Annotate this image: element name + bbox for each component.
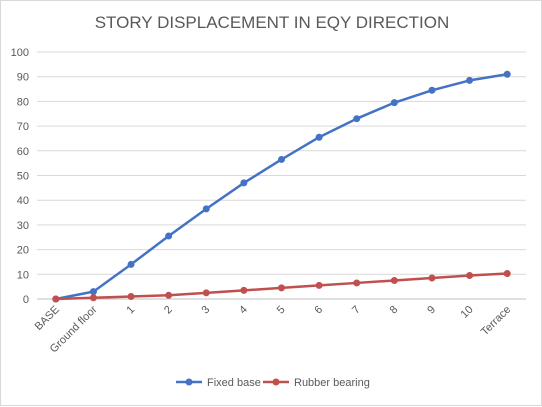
data-point [466,76,474,84]
data-point [52,295,60,303]
data-point [315,133,323,141]
gridlines [37,51,526,300]
legend-swatch-marker [272,378,280,386]
data-point [390,276,398,284]
data-point [240,286,248,294]
y-tick-label: 30 [17,220,29,232]
legend-entry: Rubber bearing [263,377,370,389]
legend: Fixed base Rubber bearing [176,377,370,389]
data-point [202,289,210,297]
y-tick-label: 80 [17,96,29,108]
x-tick-label: 5 [275,304,288,317]
series-1 [52,70,511,303]
data-point [428,274,436,282]
y-tick-label: 60 [17,146,29,158]
data-point [390,99,398,107]
data-point [165,291,173,299]
x-tick-label: 7 [350,304,363,317]
legend-label: Fixed base [207,377,261,389]
x-tick-label: Terrace [479,304,513,338]
y-tick-label: 0 [23,294,29,306]
data-point [240,179,248,187]
series-line [55,72,508,301]
data-point [127,260,135,268]
y-tick-label: 100 [11,47,29,59]
chart-title: STORY DISPLACEMENT IN EQY DIRECTION [95,13,450,32]
legend-entry: Fixed base [176,377,261,389]
y-axis-ticks: 0 10 20 30 40 50 60 70 80 90 100 [11,47,29,306]
data-point [503,70,511,78]
data-point [503,270,511,278]
x-tick-label: 9 [425,304,438,317]
data-point [466,272,474,280]
legend-swatch-marker [185,378,193,386]
data-point [278,284,285,292]
y-tick-label: 70 [17,121,29,133]
x-tick-label: 6 [312,304,325,317]
data-point [428,86,436,94]
y-tick-label: 10 [17,269,29,281]
x-tick-label: 1 [124,304,137,317]
x-tick-label: 2 [162,304,175,317]
legend-label: Rubber bearing [294,377,370,389]
data-point [278,155,285,163]
data-point [315,281,323,289]
x-tick-label: 3 [200,304,213,317]
y-tick-label: 40 [17,195,29,207]
x-tick-label: 8 [388,304,401,317]
x-tick-label: BASE [33,304,62,333]
data-point [165,232,173,240]
x-tick-label: 4 [237,304,250,317]
y-tick-label: 90 [17,72,29,84]
data-point [353,279,361,287]
data-point [89,294,97,302]
series-2 [52,270,511,303]
data-point [202,205,210,213]
data-point [353,115,361,123]
data-point [127,293,135,301]
x-tick-label: 10 [459,304,476,321]
y-tick-label: 50 [17,171,29,183]
series [52,70,511,303]
data-point [89,288,97,296]
y-tick-label: 20 [17,245,29,257]
